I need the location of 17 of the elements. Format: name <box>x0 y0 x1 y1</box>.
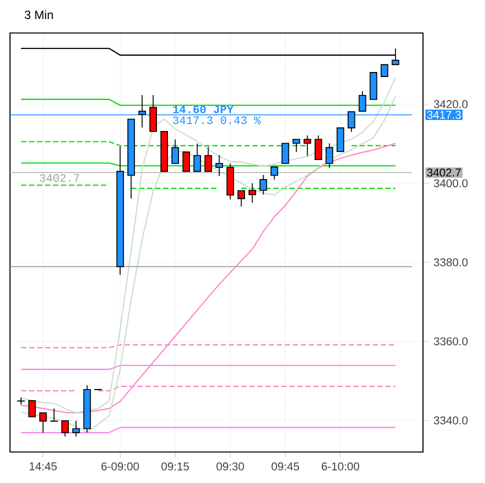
x-tick-label: 09:30 <box>216 462 244 470</box>
chart-title: 3 Min <box>24 10 53 20</box>
ref-line-label: 3417.3 <box>427 110 461 119</box>
ref-line-label: 3402.7 <box>427 168 461 177</box>
y-tick-label: 3340.0 <box>434 416 468 424</box>
annotation: 3417.3 0.43 % <box>173 116 261 124</box>
annotation: 14.60 JPY <box>173 106 234 114</box>
x-tick-label: 14:45 <box>30 462 57 470</box>
y-tick-label: 3380.0 <box>434 258 468 266</box>
x-tick-label: 09:15 <box>161 462 189 470</box>
y-tick-label: 3360.0 <box>434 337 468 346</box>
x-tick-label: 6-09:00 <box>102 462 139 470</box>
y-tick-label: 3420.0 <box>434 100 468 108</box>
x-tick-label: 6-10:00 <box>322 462 360 470</box>
y-tick-label: 3400.0 <box>434 179 468 188</box>
annotation: 3402.7 <box>40 174 80 182</box>
x-tick-label: 09:45 <box>272 462 300 470</box>
